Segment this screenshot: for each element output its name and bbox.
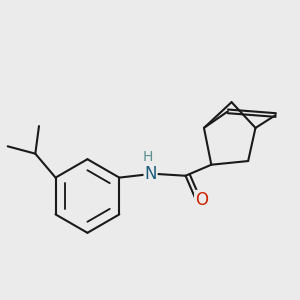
Text: N: N	[144, 165, 157, 183]
Text: H: H	[142, 150, 153, 164]
Text: O: O	[195, 191, 208, 209]
